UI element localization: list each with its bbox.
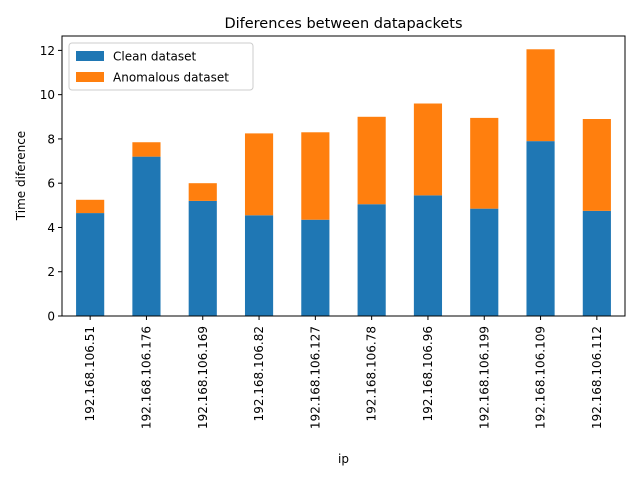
bar-anomalous-9 — [582, 119, 611, 211]
bar-clean-3 — [244, 215, 274, 316]
axes-frame — [61, 35, 626, 317]
x-tick-label-8: 192.168.106.109 — [534, 326, 548, 429]
y-tick-label-2: 4 — [47, 221, 55, 235]
bar-anomalous-2 — [188, 183, 217, 201]
x-tick-label-4: 192.168.106.127 — [308, 326, 322, 429]
bar-anomalous-1 — [132, 142, 161, 157]
bar-anomalous-7 — [470, 117, 499, 209]
y-tick-label-1: 2 — [47, 265, 55, 279]
bar-clean-2 — [188, 200, 217, 316]
legend-swatch-0 — [76, 51, 104, 61]
legend-box — [68, 42, 254, 91]
bar-anomalous-0 — [76, 199, 105, 214]
x-tick-label-0: 192.168.106.51 — [83, 326, 97, 421]
x-tick-label-9: 192.168.106.112 — [590, 326, 604, 429]
y-axis-label: Time diference — [14, 131, 28, 221]
bar-anomalous-5 — [357, 116, 386, 205]
bar-anomalous-8 — [526, 49, 555, 142]
y-tick-label-5: 10 — [40, 88, 55, 102]
bar-clean-6 — [413, 195, 443, 316]
bar-clean-9 — [582, 210, 611, 316]
plot-area: 192.168.106.51 192.168.106.176 192.168.106… — [40, 35, 626, 429]
x-tick-label-2: 192.168.106.169 — [196, 326, 210, 429]
bar-clean-0 — [76, 213, 105, 316]
x-tick-label-6: 192.168.106.96 — [421, 326, 435, 421]
legend-swatch-1 — [76, 72, 104, 82]
x-tick-label-7: 192.168.106.199 — [477, 326, 491, 429]
y-tick-label-3: 6 — [47, 177, 55, 191]
legend-label-1: Anomalous dataset — [113, 71, 229, 85]
bar-clean-5 — [357, 204, 386, 316]
x-tick-label-5: 192.168.106.78 — [365, 326, 379, 421]
bar-clean-8 — [526, 141, 555, 316]
legend: Clean dataset Anomalous dataset — [68, 42, 254, 91]
legend-label-0: Clean dataset — [113, 50, 197, 64]
x-axis-label: ip — [338, 452, 349, 466]
bar-clean-7 — [470, 208, 499, 316]
bar-anomalous-6 — [413, 103, 443, 196]
bar-clean-4 — [301, 219, 330, 316]
y-tick-label-6: 12 — [40, 44, 55, 58]
x-tick-label-1: 192.168.106.176 — [139, 326, 153, 429]
y-tick-label-4: 8 — [47, 132, 55, 146]
bar-clean-1 — [132, 156, 161, 316]
bar-anomalous-4 — [301, 132, 330, 220]
chart-title: Diferences between datapackets — [224, 16, 462, 32]
y-tick-label-0: 0 — [47, 310, 55, 324]
x-tick-label-3: 192.168.106.82 — [252, 326, 266, 421]
bar-anomalous-3 — [244, 133, 274, 216]
